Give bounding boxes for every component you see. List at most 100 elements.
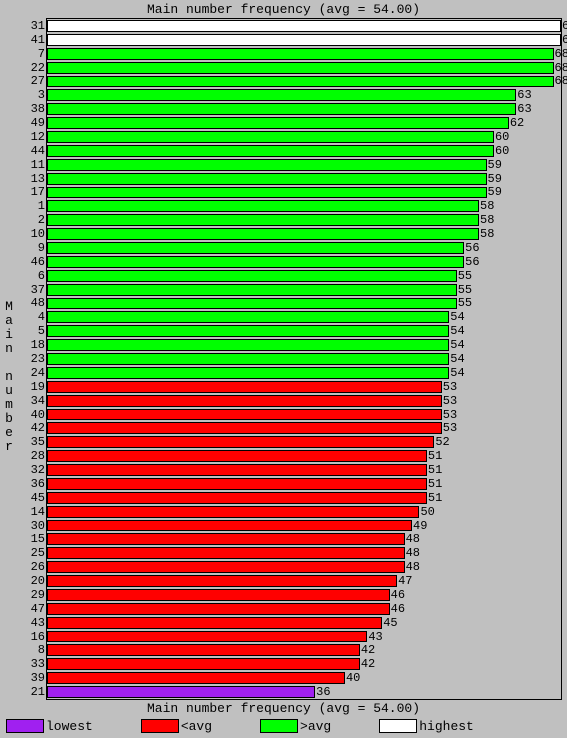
bar-rect bbox=[47, 617, 382, 629]
bar-row: 5014 bbox=[47, 505, 561, 519]
bar-row: 5810 bbox=[47, 227, 561, 241]
bar-row: 5136 bbox=[47, 477, 561, 491]
bar-rect bbox=[47, 270, 457, 282]
bar-category-label: 49 bbox=[15, 116, 45, 130]
bar-row: 428 bbox=[47, 643, 561, 657]
bar-rect bbox=[47, 478, 427, 490]
bar-row: 5913 bbox=[47, 172, 561, 186]
legend-swatch bbox=[260, 719, 298, 733]
bar-category-label: 7 bbox=[15, 47, 45, 61]
bar-category-label: 19 bbox=[15, 380, 45, 394]
bar-category-label: 11 bbox=[15, 158, 45, 172]
bar-row: 4233 bbox=[47, 657, 561, 671]
bar-category-label: 20 bbox=[15, 574, 45, 588]
bar-rect bbox=[47, 284, 457, 296]
legend-label: >avg bbox=[300, 719, 331, 734]
bar-row: 633 bbox=[47, 88, 561, 102]
bar-category-label: 12 bbox=[15, 130, 45, 144]
bar-value-label: 53 bbox=[442, 394, 457, 408]
legend-swatch bbox=[141, 719, 179, 733]
bar-category-label: 35 bbox=[15, 435, 45, 449]
bar-rect bbox=[47, 533, 405, 545]
bar-category-label: 22 bbox=[15, 61, 45, 75]
bar-rect bbox=[47, 561, 405, 573]
bar-category-label: 45 bbox=[15, 491, 45, 505]
bar-rect bbox=[47, 242, 464, 254]
bar-row: 5646 bbox=[47, 255, 561, 269]
bar-category-label: 37 bbox=[15, 283, 45, 297]
bar-row: 6827 bbox=[47, 75, 561, 89]
bar-category-label: 42 bbox=[15, 421, 45, 435]
bar-rect bbox=[47, 159, 487, 171]
bar-value-label: 48 bbox=[405, 546, 420, 560]
bar-row: 5424 bbox=[47, 366, 561, 380]
bar-value-label: 58 bbox=[479, 199, 494, 213]
bar-value-label: 54 bbox=[449, 366, 464, 380]
bar-category-label: 2 bbox=[15, 213, 45, 227]
bar-value-label: 53 bbox=[442, 421, 457, 435]
bar-value-label: 59 bbox=[487, 186, 502, 200]
bar-value-label: 54 bbox=[449, 338, 464, 352]
frequency-chart: Main number frequency (avg = 54.00) Main… bbox=[0, 0, 567, 738]
bar-value-label: 55 bbox=[457, 283, 472, 297]
bar-rect bbox=[47, 520, 412, 532]
bar-row: 4826 bbox=[47, 560, 561, 574]
bar-category-label: 6 bbox=[15, 269, 45, 283]
bar-rect bbox=[47, 48, 554, 60]
chart-title-bottom: Main number frequency (avg = 54.00) bbox=[0, 701, 567, 716]
bar-rect bbox=[47, 409, 442, 421]
bar-rect bbox=[47, 492, 427, 504]
bar-value-label: 68 bbox=[554, 47, 567, 61]
bar-value-label: 58 bbox=[479, 227, 494, 241]
bar-rect bbox=[47, 575, 397, 587]
bar-category-label: 21 bbox=[15, 685, 45, 699]
bar-category-label: 28 bbox=[15, 449, 45, 463]
bar-value-label: 46 bbox=[390, 602, 405, 616]
bar-category-label: 15 bbox=[15, 532, 45, 546]
bar-value-label: 46 bbox=[390, 588, 405, 602]
bar-row: 4543 bbox=[47, 616, 561, 630]
bar-row: 5418 bbox=[47, 338, 561, 352]
bar-row: 5132 bbox=[47, 463, 561, 477]
bar-row: 4647 bbox=[47, 602, 561, 616]
bar-category-label: 32 bbox=[15, 463, 45, 477]
bar-category-label: 13 bbox=[15, 172, 45, 186]
bar-rect bbox=[47, 381, 442, 393]
bar-value-label: 58 bbox=[479, 213, 494, 227]
bar-value-label: 43 bbox=[367, 630, 382, 644]
bar-value-label: 59 bbox=[487, 158, 502, 172]
bar-value-label: 63 bbox=[516, 102, 531, 116]
bar-row: 581 bbox=[47, 199, 561, 213]
bar-row: 6931 bbox=[47, 19, 561, 33]
bar-category-label: 46 bbox=[15, 255, 45, 269]
bar-rect bbox=[47, 117, 509, 129]
bar-row: 5342 bbox=[47, 421, 561, 435]
bar-row: 6338 bbox=[47, 102, 561, 116]
bar-row: 4825 bbox=[47, 546, 561, 560]
bar-category-label: 26 bbox=[15, 560, 45, 574]
legend-item: lowest bbox=[6, 719, 141, 734]
bar-rect bbox=[47, 131, 494, 143]
bar-rect bbox=[47, 672, 345, 684]
bar-value-label: 69 bbox=[561, 19, 567, 33]
bar-row: 556 bbox=[47, 269, 561, 283]
bar-row: 4039 bbox=[47, 671, 561, 685]
bar-category-label: 14 bbox=[15, 505, 45, 519]
bar-category-label: 38 bbox=[15, 102, 45, 116]
bar-category-label: 36 bbox=[15, 477, 45, 491]
bar-value-label: 54 bbox=[449, 310, 464, 324]
bar-row: 5334 bbox=[47, 394, 561, 408]
bar-rect bbox=[47, 187, 487, 199]
bar-row: 6012 bbox=[47, 130, 561, 144]
bar-rect bbox=[47, 311, 449, 323]
bar-rect bbox=[47, 62, 554, 74]
bar-rect bbox=[47, 214, 479, 226]
bar-category-label: 9 bbox=[15, 241, 45, 255]
bar-value-label: 51 bbox=[427, 449, 442, 463]
bar-category-label: 23 bbox=[15, 352, 45, 366]
bar-value-label: 54 bbox=[449, 352, 464, 366]
bar-row: 5128 bbox=[47, 449, 561, 463]
bar-rect bbox=[47, 644, 360, 656]
bar-row: 6941 bbox=[47, 33, 561, 47]
legend-label: <avg bbox=[181, 719, 212, 734]
